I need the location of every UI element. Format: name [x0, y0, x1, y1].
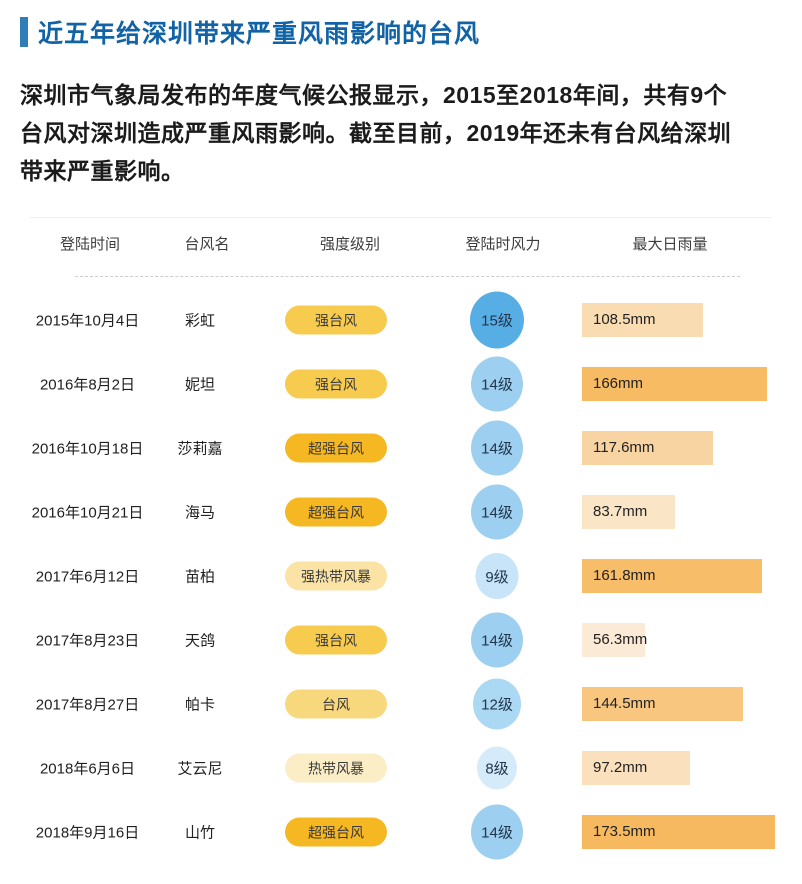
intensity-pill: 强热带风暴: [285, 561, 387, 591]
intensity-pill: 强台风: [285, 305, 387, 335]
intensity-pill: 强台风: [285, 625, 387, 655]
table-row: 2016年10月21日 海马 超强台风 14级 83.7mm: [0, 480, 802, 544]
table-row: 2017年8月23日 天鸽 强台风 14级 56.3mm: [0, 608, 802, 672]
rainfall-bar: 56.3mm: [582, 623, 647, 657]
header-landing-time: 登陆时间: [59, 236, 121, 253]
rainfall-bar: 161.8mm: [582, 559, 762, 593]
rainfall-bar: 166mm: [582, 367, 767, 401]
header-landing-wind-force: 登陆时风力: [465, 236, 541, 253]
landing-date-cell: 2016年10月18日: [31, 440, 144, 458]
intro-paragraph: 深圳市气象局发布的年度气候公报显示，2015至2018年间，共有9个 台风对深圳…: [20, 76, 782, 190]
rainfall-bar: 117.6mm: [582, 431, 713, 465]
typhoon-name-cell: 天鸽: [184, 632, 215, 650]
wind-level-circle: 14级: [471, 420, 523, 476]
typhoon-table: 登陆时间 台风名 强度级别 登陆时风力 最大日雨量 2015年10月4日 彩虹 …: [0, 217, 802, 864]
table-row: 2018年9月16日 山竹 超强台风 14级 173.5mm: [0, 800, 802, 864]
landing-date-cell: 2017年8月23日: [35, 632, 140, 650]
wind-level-circle: 9级: [475, 553, 519, 599]
typhoon-name-cell: 海马: [184, 504, 215, 522]
typhoon-name-cell: 山竹: [184, 824, 215, 842]
wind-level-circle: 14级: [471, 804, 523, 860]
typhoon-name-cell: 帕卡: [184, 696, 215, 714]
rainfall-bar: 97.2mm: [582, 751, 690, 785]
rainfall-bar: 83.7mm: [582, 495, 675, 529]
header-max-daily-rainfall: 最大日雨量: [632, 236, 708, 253]
intensity-pill: 超强台风: [285, 497, 387, 527]
typhoon-name-cell: 妮坦: [184, 376, 215, 394]
page-title: 近五年给深圳带来严重风雨影响的台风: [38, 20, 481, 48]
header-dashed-divider: [75, 276, 740, 277]
intensity-pill: 强台风: [285, 369, 387, 399]
rainfall-bar: 173.5mm: [582, 815, 775, 849]
typhoon-name-cell: 莎莉嘉: [177, 440, 223, 458]
wind-level-circle: 14级: [471, 356, 523, 412]
header-intensity-level: 强度级别: [319, 236, 381, 253]
intensity-pill: 热带风暴: [285, 753, 387, 783]
landing-date-cell: 2015年10月4日: [35, 312, 140, 330]
landing-date-cell: 2017年6月12日: [35, 568, 140, 586]
wind-level-circle: 12级: [473, 678, 521, 730]
intro-line-3: 带来严重影响。: [20, 158, 185, 184]
landing-date-cell: 2018年6月6日: [39, 760, 136, 778]
landing-date-cell: 2016年8月2日: [39, 376, 136, 394]
landing-date-cell: 2017年8月27日: [35, 696, 140, 714]
landing-date-cell: 2016年10月21日: [31, 504, 144, 522]
rainfall-bar: 108.5mm: [582, 303, 703, 337]
table-row: 2016年8月2日 妮坦 强台风 14级 166mm: [0, 352, 802, 416]
title-row: 近五年给深圳带来严重风雨影响的台风: [20, 14, 480, 50]
intensity-pill: 超强台风: [285, 817, 387, 847]
table-row: 2018年6月6日 艾云尼 热带风暴 8级 97.2mm: [0, 736, 802, 800]
table-row: 2017年8月27日 帕卡 台风 12级 144.5mm: [0, 672, 802, 736]
table-header-row: 登陆时间 台风名 强度级别 登陆时风力 最大日雨量: [30, 217, 772, 277]
wind-level-circle: 14级: [471, 612, 523, 668]
table-body: 2015年10月4日 彩虹 强台风 15级 108.5mm 2016年8月2日 …: [0, 275, 802, 864]
typhoon-name-cell: 苗柏: [184, 568, 215, 586]
intensity-pill: 台风: [285, 689, 387, 719]
table-row: 2015年10月4日 彩虹 强台风 15级 108.5mm: [0, 288, 802, 352]
typhoon-name-cell: 彩虹: [184, 312, 215, 330]
wind-level-circle: 15级: [470, 291, 524, 349]
intro-line-2: 台风对深圳造成严重风雨影响。截至目前，2019年还未有台风给深圳: [20, 120, 732, 146]
table-row: 2016年10月18日 莎莉嘉 超强台风 14级 117.6mm: [0, 416, 802, 480]
wind-level-circle: 14级: [471, 484, 523, 540]
rainfall-bar: 144.5mm: [582, 687, 743, 721]
title-accent-bar: [20, 17, 28, 47]
wind-level-circle: 8级: [477, 746, 517, 790]
intro-line-1: 深圳市气象局发布的年度气候公报显示，2015至2018年间，共有9个: [20, 82, 728, 108]
table-row: 2017年6月12日 苗柏 强热带风暴 9级 161.8mm: [0, 544, 802, 608]
intensity-pill: 超强台风: [285, 433, 387, 463]
landing-date-cell: 2018年9月16日: [35, 824, 140, 842]
typhoon-name-cell: 艾云尼: [177, 760, 223, 778]
header-typhoon-name: 台风名: [184, 236, 230, 253]
